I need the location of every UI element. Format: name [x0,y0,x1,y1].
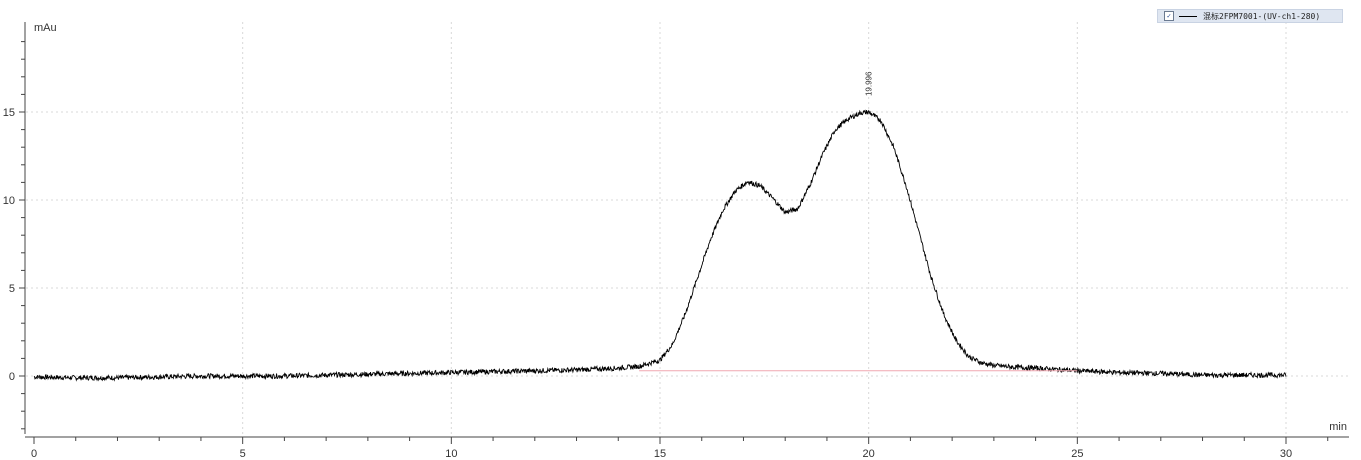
y-tick-label: 5 [9,283,15,295]
series-group [33,109,1287,382]
x-tick-label: 20 [863,448,875,460]
legend-label: 混标2FPM7001-(UV-ch1-280) [1203,11,1321,21]
peak-label: 19.996 [864,71,873,96]
legend-line-swatch [1179,15,1197,17]
series-line-trace [33,109,1287,382]
x-tick-label: 15 [654,448,666,460]
x-tick-label: 25 [1071,448,1083,460]
legend[interactable]: ✓ 混标2FPM7001-(UV-ch1-280) [1157,9,1343,23]
x-axis-title: min [1329,421,1347,433]
y-tick-label: 0 [9,371,15,383]
tick-marks: 0 5 10 15 20 25 30 0 5 10 15 [3,41,1329,460]
y-tick-label: 10 [3,195,15,207]
x-tick-label: 10 [445,448,457,460]
y-tick-label: 15 [3,107,15,119]
y-axis-title: mAu [34,22,57,34]
legend-checkbox[interactable]: ✓ [1164,11,1174,21]
x-tick-label: 5 [240,448,246,460]
x-tick-label: 0 [31,448,37,460]
axes: mAu min [24,22,1349,438]
x-tick-label: 30 [1280,448,1292,460]
annotations: 19.996 [864,71,873,96]
